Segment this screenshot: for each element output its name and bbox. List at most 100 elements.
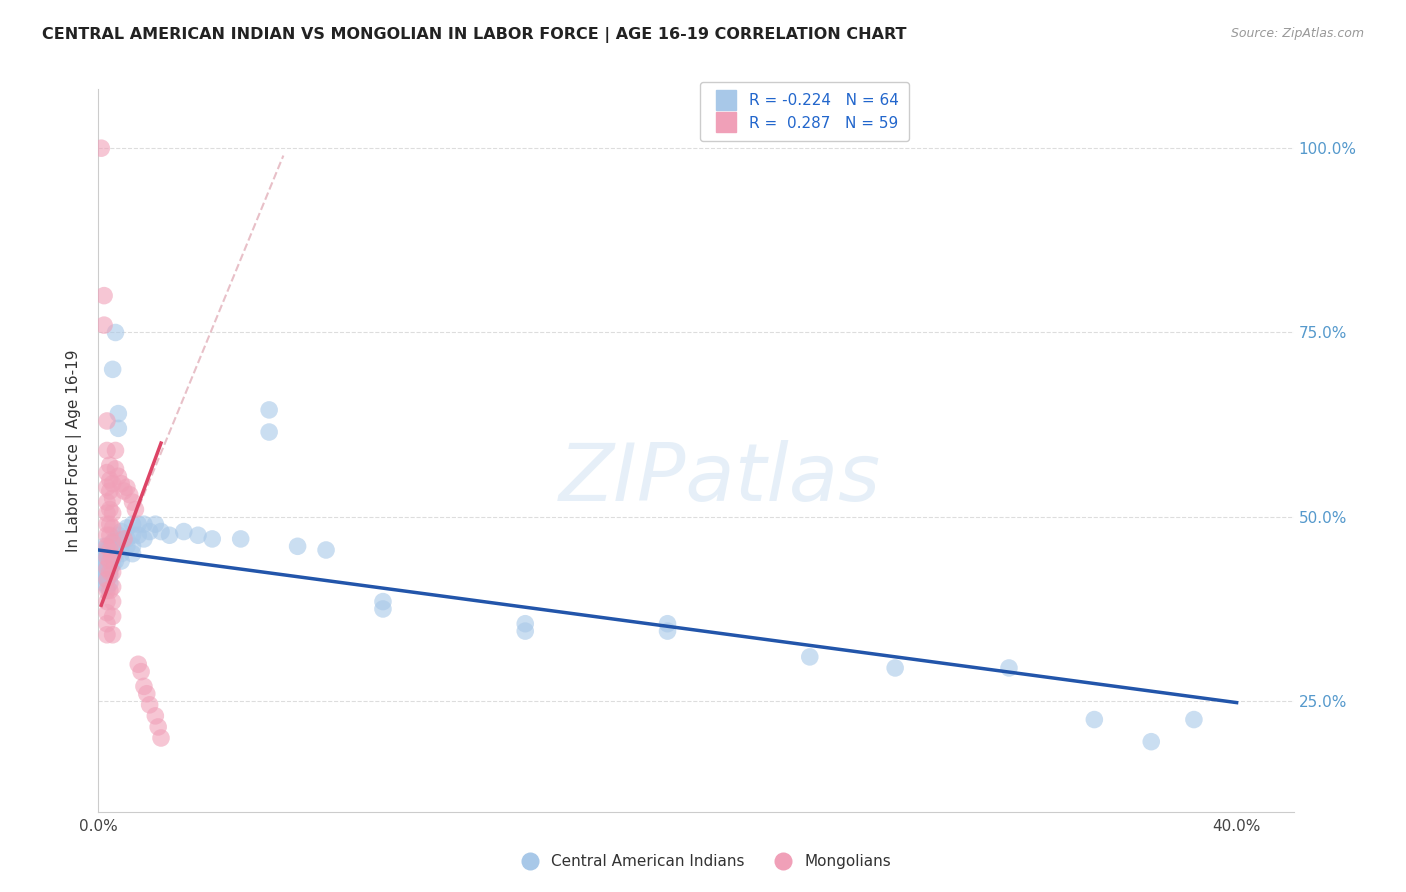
Point (96, 561, 118, 575)
Point (121, 517, 143, 532)
Point (104, 547, 127, 561)
Point (115, 521, 138, 535)
Point (121, 528, 143, 542)
Point (98, 458, 121, 473)
Point (187, 528, 209, 542)
Point (229, 532, 252, 546)
Point (124, 502, 146, 516)
Point (112, 483, 135, 498)
Point (101, 628, 124, 642)
Point (96, 594, 118, 608)
Point (98, 528, 121, 542)
Point (101, 506, 124, 520)
Point (90, 554, 112, 568)
Point (98, 547, 121, 561)
Point (110, 547, 132, 561)
Point (657, 616, 679, 631)
Point (138, 698, 160, 712)
Point (98, 554, 121, 568)
Point (110, 539, 132, 553)
Point (371, 602, 394, 616)
Point (98, 583, 121, 598)
Point (257, 403, 280, 417)
Point (132, 532, 155, 546)
Point (799, 649, 821, 664)
Y-axis label: In Labor Force | Age 16-19: In Labor Force | Age 16-19 (66, 349, 83, 552)
Point (1182, 713, 1205, 727)
Point (101, 558, 124, 572)
Point (93, 318, 115, 332)
Point (101, 535, 124, 549)
Point (132, 679, 155, 693)
Point (96, 628, 118, 642)
Point (98, 543, 121, 558)
Point (93, 539, 115, 553)
Point (107, 535, 129, 549)
Point (96, 616, 118, 631)
Point (129, 665, 152, 679)
Point (118, 488, 141, 502)
Point (96, 495, 118, 509)
Point (101, 580, 124, 594)
Point (96, 583, 118, 598)
Point (173, 524, 195, 539)
Point (101, 521, 124, 535)
Point (96, 550, 118, 565)
Point (150, 731, 173, 745)
Point (101, 491, 124, 506)
Point (159, 528, 181, 542)
Point (104, 539, 127, 553)
Point (90, 543, 112, 558)
Point (257, 425, 280, 439)
Point (98, 502, 121, 516)
Point (98, 569, 121, 583)
Point (138, 524, 160, 539)
Point (107, 407, 129, 421)
Point (98, 561, 121, 575)
Point (101, 476, 124, 491)
Point (104, 532, 127, 546)
Point (101, 362, 124, 376)
Point (115, 480, 138, 494)
Point (96, 414, 118, 428)
Point (90, 141, 112, 155)
Point (884, 661, 907, 675)
Point (98, 554, 121, 568)
Point (515, 616, 537, 631)
Point (127, 528, 149, 542)
Point (96, 606, 118, 620)
Point (101, 550, 124, 565)
Point (150, 524, 173, 539)
Point (112, 532, 135, 546)
Point (127, 517, 149, 532)
Point (110, 524, 132, 539)
Point (96, 573, 118, 587)
Point (143, 709, 166, 723)
Point (96, 573, 118, 587)
Text: Source: ZipAtlas.com: Source: ZipAtlas.com (1230, 27, 1364, 40)
Point (101, 535, 124, 549)
Point (107, 528, 129, 542)
Point (96, 528, 118, 542)
Point (121, 495, 143, 509)
Point (110, 554, 132, 568)
Point (101, 594, 124, 608)
Point (90, 569, 112, 583)
Point (110, 476, 132, 491)
Legend: R = -0.224   N = 64, R =  0.287   N = 59: R = -0.224 N = 64, R = 0.287 N = 59 (700, 82, 910, 142)
Point (104, 443, 127, 458)
Point (121, 547, 143, 561)
Point (98, 483, 121, 498)
Point (998, 661, 1021, 675)
Point (515, 624, 537, 639)
Point (287, 539, 309, 553)
Point (98, 539, 121, 553)
Point (127, 657, 149, 672)
Point (201, 532, 224, 546)
Point (98, 517, 121, 532)
Text: CENTRAL AMERICAN INDIAN VS MONGOLIAN IN LABOR FORCE | AGE 16-19 CORRELATION CHAR: CENTRAL AMERICAN INDIAN VS MONGOLIAN IN … (42, 27, 907, 43)
Point (132, 517, 155, 532)
Point (96, 565, 118, 579)
Point (98, 473, 121, 487)
Point (93, 547, 115, 561)
